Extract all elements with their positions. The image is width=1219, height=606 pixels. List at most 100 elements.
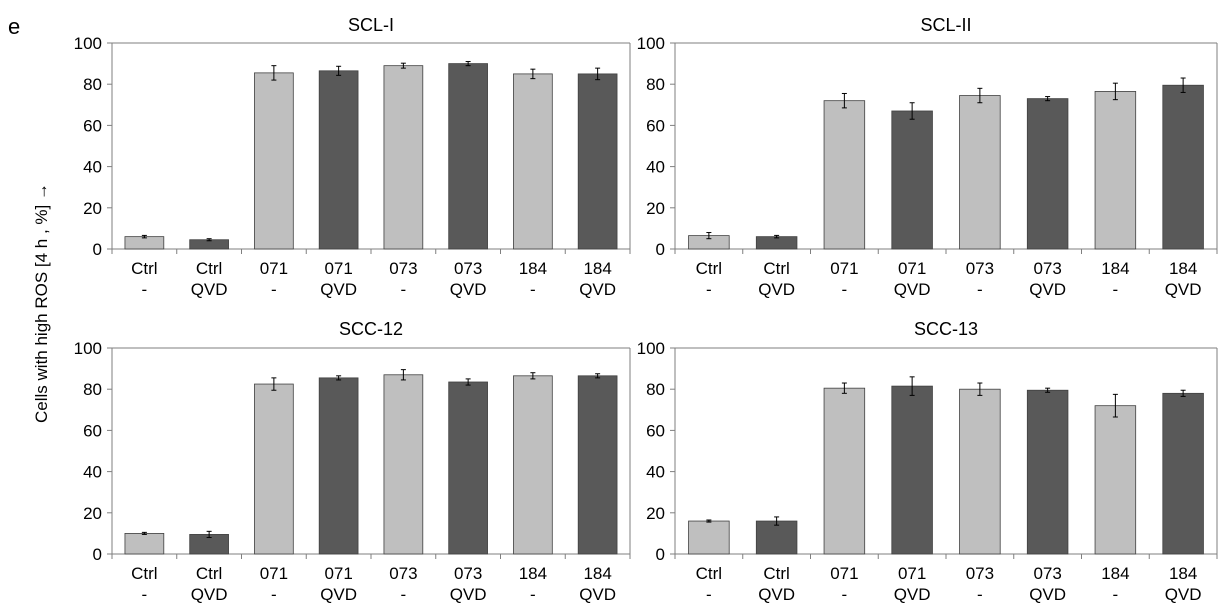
y-tick-label: 80 [646,380,665,399]
bar [254,72,294,250]
x-tick-label: 184 [519,564,547,583]
x-tick-label: QVD [894,585,931,604]
x-tick-label: QVD [758,280,795,299]
y-tick-label: 20 [646,199,665,218]
bar [755,520,798,555]
x-tick-label: 184 [583,259,611,278]
x-tick-label: QVD [320,280,357,299]
x-tick-label: - [706,280,712,299]
x-tick-label: 073 [389,259,417,278]
y-tick-label: 0 [656,545,665,564]
y-tick-label: 100 [74,34,102,53]
x-tick-label: 071 [830,259,858,278]
x-tick-label: QVD [191,280,228,299]
bar [823,100,866,250]
bar [1162,392,1204,555]
x-tick-label: 071 [898,564,926,583]
x-tick-label: QVD [894,280,931,299]
x-tick-label: 073 [454,259,482,278]
bar [383,374,424,555]
bar [1094,91,1137,250]
x-tick-label: QVD [1165,280,1202,299]
x-tick-label: QVD [758,585,795,604]
x-tick-label: QVD [450,585,487,604]
x-tick-label: Ctrl [131,259,157,278]
bar [823,387,866,555]
x-tick-label: 071 [324,259,352,278]
chart-title: SCL-I [348,15,394,35]
y-tick-label: 40 [646,463,665,482]
bar [959,388,1001,555]
bar [448,381,488,555]
y-tick-label: 20 [646,504,665,523]
bar [891,110,933,250]
x-tick-label: - [271,280,277,299]
x-tick-label: 073 [966,564,994,583]
x-tick-label: Ctrl [196,259,222,278]
y-tick-label: 40 [83,463,102,482]
x-tick-label: - [1113,585,1119,604]
y-tick-label: 100 [637,339,665,358]
x-tick-label: - [142,585,148,604]
bar [124,533,165,555]
x-tick-label: 184 [1101,259,1129,278]
y-tick-label: 20 [83,504,102,523]
y-tick-label: 80 [646,75,665,94]
x-tick-label: - [842,585,848,604]
bar [318,70,359,250]
y-tick-label: 60 [83,421,102,440]
bar [891,385,933,555]
x-tick-label: QVD [579,280,616,299]
chart-title: SCC-13 [914,319,978,339]
bar [318,377,359,555]
y-tick-label: 60 [83,116,102,135]
x-tick-label: QVD [191,585,228,604]
y-tick-label: 0 [93,545,102,564]
x-tick-label: - [401,280,407,299]
x-tick-label: 071 [898,259,926,278]
y-tick-label: 40 [83,158,102,177]
x-tick-label: - [271,585,277,604]
x-tick-label: - [530,585,536,604]
bar [959,95,1001,250]
x-tick-label: Ctrl [196,564,222,583]
x-tick-label: - [530,280,536,299]
bar [124,236,165,250]
bar [513,375,553,555]
x-tick-label: QVD [1029,280,1066,299]
chart-title: SCL-II [920,15,971,35]
x-tick-label: - [401,585,407,604]
chart-2: SCL-II 0 20 40 60 80 100 Ctrl - Ctrl QVD 071 - 071 QVD… [637,15,1218,299]
x-tick-label: - [1113,280,1119,299]
bar [383,65,424,250]
x-tick-label: 073 [1033,564,1061,583]
x-tick-label: 073 [1033,259,1061,278]
x-tick-label: 073 [966,259,994,278]
x-tick-label: Ctrl [696,259,722,278]
bar [1094,405,1137,555]
x-tick-label: - [842,280,848,299]
x-tick-label: 071 [830,564,858,583]
x-tick-label: QVD [320,585,357,604]
chart-1: SCL-I 0 20 40 60 80 100 Ctrl - Ctrl QVD 071 - 071 QVD 0… [74,15,631,299]
x-tick-label: Ctrl [696,564,722,583]
x-tick-label: 071 [324,564,352,583]
x-tick-label: 184 [1101,564,1129,583]
x-tick-label: Ctrl [763,259,789,278]
y-tick-label: 60 [646,421,665,440]
bar [1162,84,1204,250]
x-tick-label: 184 [1169,259,1197,278]
x-tick-label: - [977,585,983,604]
bar [513,73,553,250]
x-tick-label: 073 [454,564,482,583]
y-tick-label: 0 [93,240,102,259]
chart-title: SCC-12 [339,319,403,339]
bar [688,520,730,555]
x-tick-label: - [977,280,983,299]
bar [1026,389,1069,555]
y-tick-label: 80 [83,380,102,399]
x-tick-label: 071 [260,259,288,278]
x-tick-label: - [142,280,148,299]
y-tick-label: 80 [83,75,102,94]
y-tick-label: 60 [646,116,665,135]
